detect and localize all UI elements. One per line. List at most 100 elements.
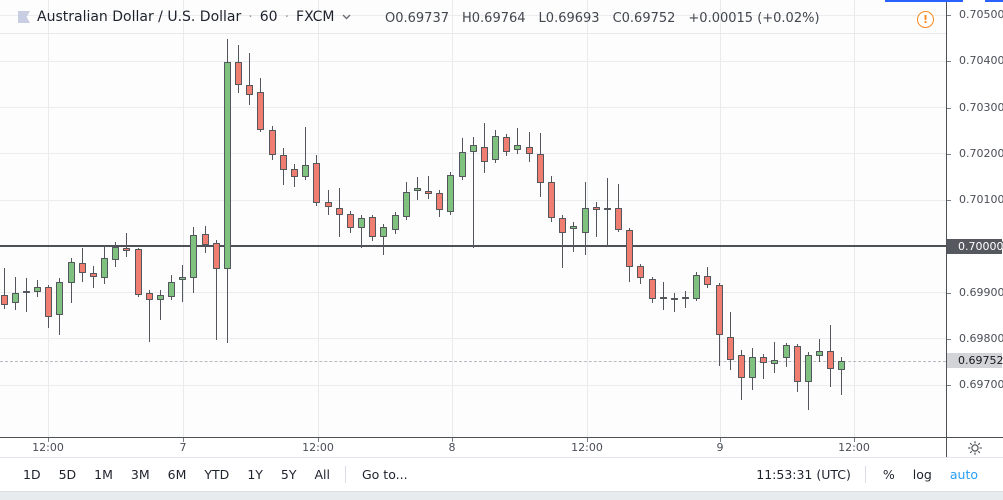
vertical-gridline (854, 0, 855, 437)
price-tick-mark (947, 107, 951, 109)
interval-label[interactable]: 60 (259, 9, 278, 25)
legend-divider (0, 33, 946, 34)
candle (235, 62, 243, 85)
price-tick-label: 0.69800 (959, 331, 1003, 345)
candle-wick (305, 126, 307, 181)
clock-button[interactable]: 11:53:31 (UTC) (756, 467, 851, 482)
candle-wick (383, 224, 385, 256)
price-tick-label: 0.70300 (959, 100, 1003, 114)
candle (693, 274, 701, 299)
percent-scale-button[interactable]: % (882, 467, 895, 482)
range-button-1d[interactable]: 1D (23, 467, 41, 482)
time-tick-label: 9 (716, 441, 724, 454)
candle (793, 346, 801, 383)
bottom-frame-strip (0, 491, 1003, 500)
range-button-all[interactable]: All (314, 467, 331, 482)
price-axis[interactable]: 0.70500 0.70400 0.70300 0.70200 0.70100 0.700… (946, 0, 1003, 457)
horizontal-gridline (0, 384, 946, 386)
candle (771, 360, 779, 364)
candle-wick (428, 176, 430, 200)
time-axis[interactable]: 12:00 7 12:00 8 12:00 9 12:00 (0, 438, 946, 457)
candle (760, 356, 768, 364)
candle (536, 154, 544, 183)
open-value: O0.69737 (385, 11, 449, 26)
candle (492, 136, 500, 160)
horizontal-gridline (0, 60, 946, 62)
range-button-ytd[interactable]: YTD (204, 467, 230, 482)
log-scale-button[interactable]: log (912, 467, 932, 482)
candle (179, 276, 187, 280)
exchange-label[interactable]: FXCM (296, 9, 335, 25)
time-tick-mark (854, 438, 855, 442)
candle-wick (774, 341, 776, 373)
candle (67, 261, 75, 283)
candle (402, 191, 410, 218)
candle-wick (249, 52, 251, 106)
candle (369, 217, 377, 237)
horizontal-gridline (0, 107, 946, 108)
range-button-1y[interactable]: 1Y (247, 467, 263, 482)
candle (626, 230, 634, 268)
candle (525, 146, 533, 155)
flag-icon[interactable] (18, 11, 30, 23)
price-tick-mark (947, 200, 951, 201)
candle (726, 337, 734, 361)
symbol-legend[interactable]: Australian Dollar / U.S. Dollar · 60 · F… (18, 9, 351, 25)
candle (134, 249, 142, 295)
candle-wick (3, 268, 5, 310)
candle (559, 218, 567, 234)
time-tick-mark (48, 438, 49, 442)
candle (804, 354, 812, 383)
legend-separator: · (248, 9, 253, 25)
candle (816, 350, 824, 356)
price-tick-label: 0.69900 (959, 285, 1003, 299)
vertical-gridline (452, 0, 453, 437)
vertical-gridline (318, 0, 319, 437)
candle (168, 281, 176, 298)
candle (503, 137, 511, 153)
candle (0, 295, 8, 306)
vertical-gridline (183, 0, 184, 437)
candle (659, 297, 667, 300)
high-value: H0.69764 (462, 11, 526, 26)
gear-icon[interactable] (967, 440, 983, 456)
candle-wick (148, 290, 150, 342)
range-button-5y[interactable]: 5Y (280, 467, 297, 482)
horizontal-gridline (0, 338, 946, 340)
candle-wick (517, 127, 519, 155)
price-tick-mark (947, 15, 951, 16)
legend-separator2: · (284, 9, 290, 25)
candle (603, 207, 611, 210)
candle (291, 169, 298, 177)
candle-wick (595, 201, 597, 237)
candle (212, 243, 220, 269)
vertical-gridline (48, 0, 49, 437)
candle (704, 275, 712, 286)
candle (45, 286, 53, 317)
goto-button[interactable]: Go to... (362, 467, 408, 482)
candle (480, 146, 488, 162)
candle (34, 286, 42, 293)
auto-scale-button[interactable]: auto (949, 467, 978, 482)
chevron-down-icon[interactable] (342, 14, 351, 20)
range-button-5d[interactable]: 5D (58, 467, 77, 482)
range-button-1m[interactable]: 1M (94, 467, 113, 482)
warning-icon[interactable]: ! (917, 11, 934, 28)
candle-wick (182, 265, 184, 302)
candlestick-chart-canvas[interactable] (0, 0, 946, 437)
candle-wick (562, 214, 564, 268)
range-button-6m[interactable]: 6M (167, 467, 187, 482)
time-tick-label: 12:00 (302, 441, 334, 454)
candle (514, 144, 522, 151)
price-tick-label: 0.70100 (959, 193, 1003, 206)
candle (112, 247, 120, 261)
toolbar-divider (0, 457, 1003, 458)
candle-wick (215, 239, 217, 341)
candle (581, 207, 589, 234)
symbol-title[interactable]: Australian Dollar / U.S. Dollar (37, 9, 242, 25)
range-button-3m[interactable]: 3M (130, 467, 150, 482)
axis-corner (947, 438, 1003, 457)
time-tick-mark (720, 438, 721, 442)
candle (391, 214, 399, 231)
